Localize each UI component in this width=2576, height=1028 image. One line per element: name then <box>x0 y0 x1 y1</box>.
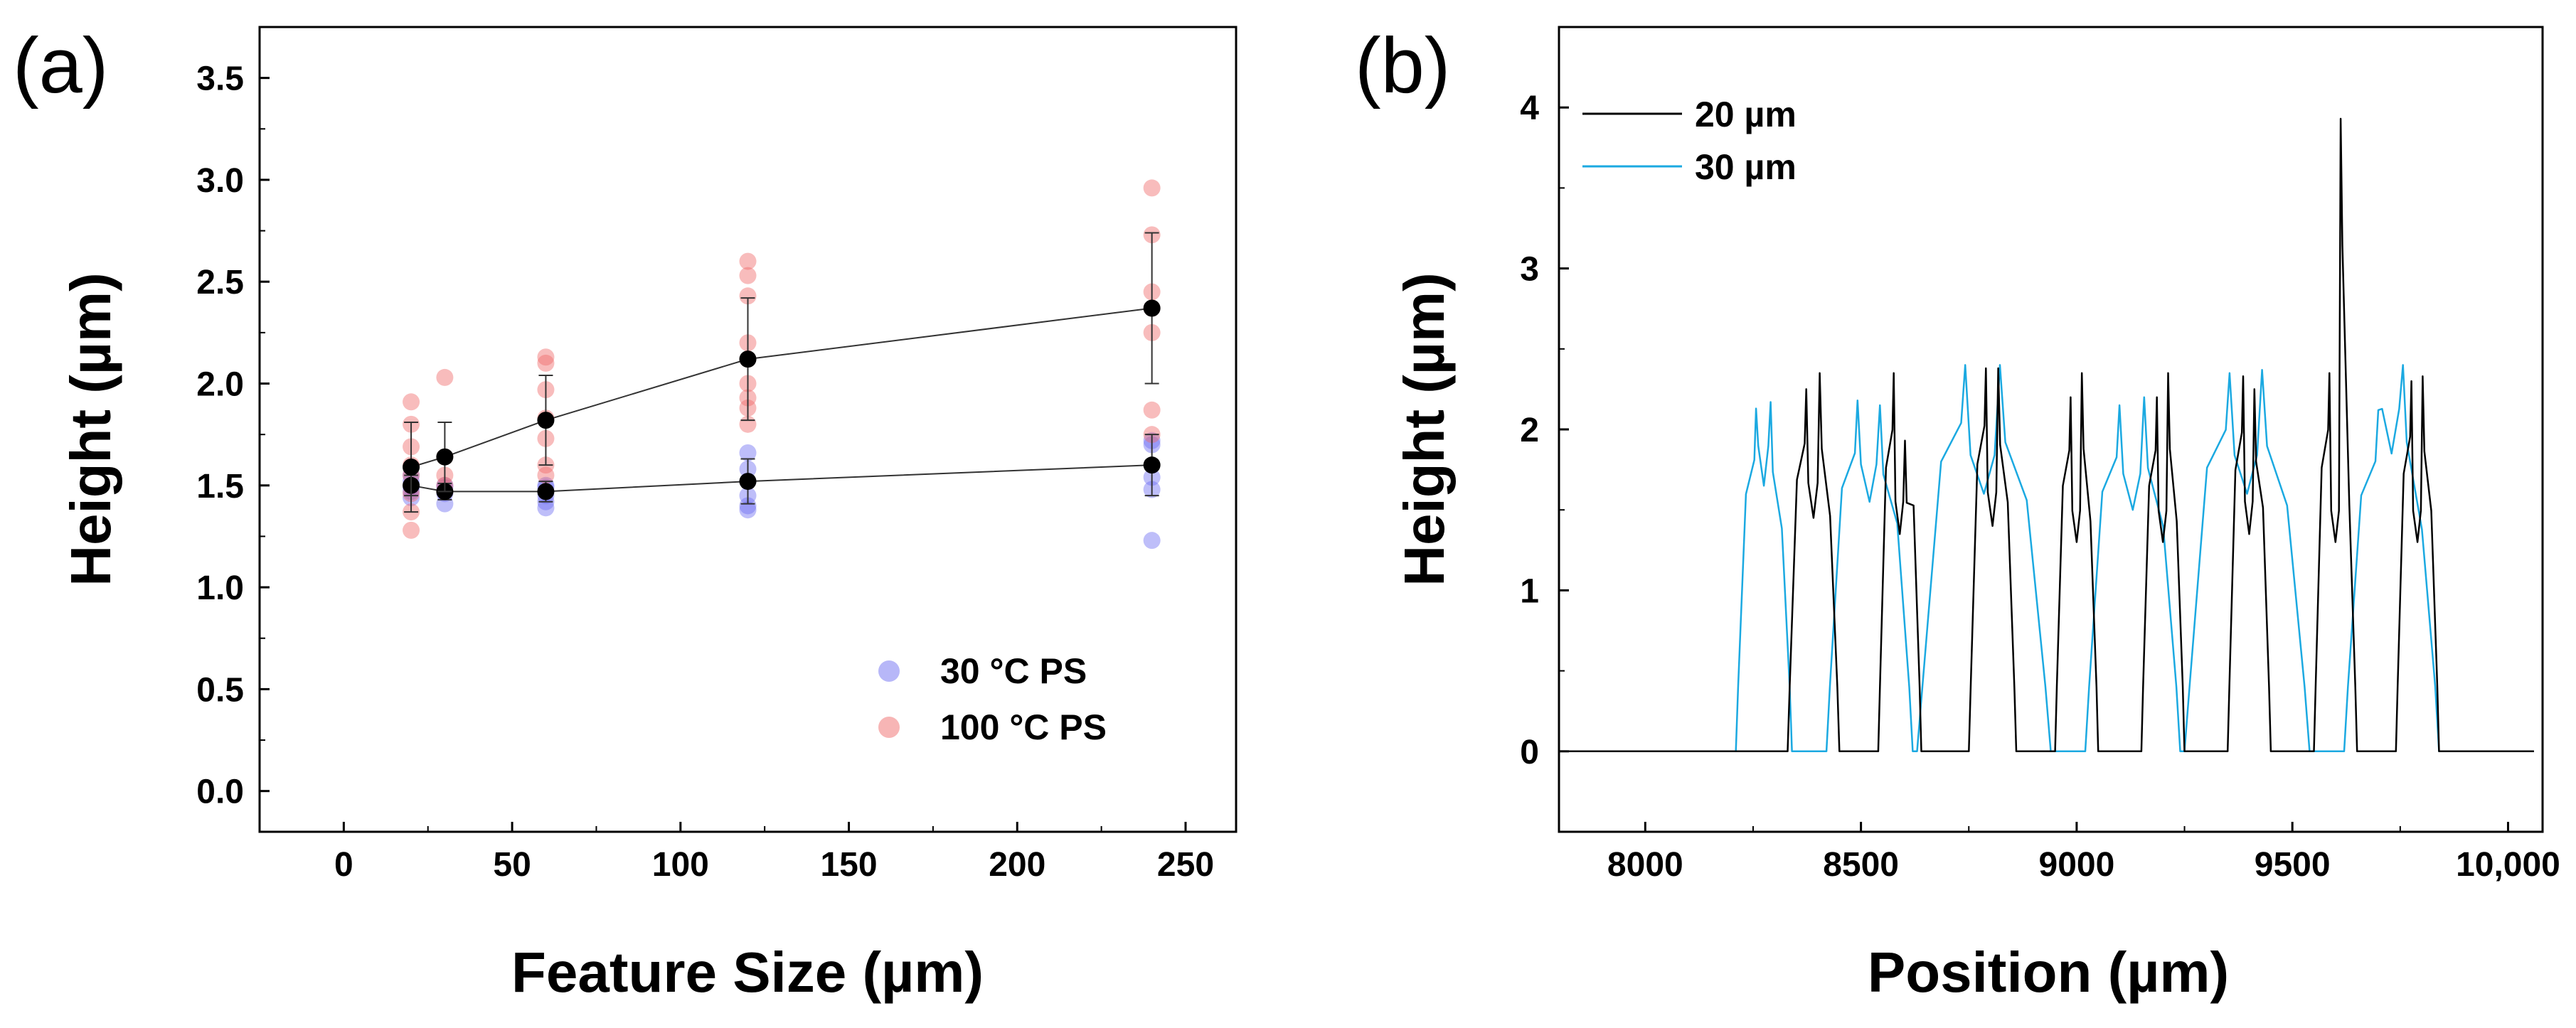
panel-b-legend: 20 µm 30 µm <box>1582 95 1797 187</box>
data-point <box>739 444 757 461</box>
data-point <box>1143 179 1161 197</box>
mean-point <box>403 459 420 476</box>
data-point <box>537 354 555 372</box>
legend-label-100c: 100 °C PS <box>940 707 1107 747</box>
mean-line <box>410 307 1152 468</box>
data-point <box>1143 532 1161 550</box>
legend-swatch-30c <box>878 660 900 682</box>
data-point <box>537 499 555 517</box>
y-tick-label: 0.5 <box>196 671 244 709</box>
data-point <box>739 287 757 305</box>
x-tick-label: 8000 <box>1607 846 1683 884</box>
x-tick-label: 10,000 <box>2456 846 2560 884</box>
data-point <box>537 466 555 484</box>
x-tick-label: 250 <box>1157 846 1214 884</box>
y-tick-label: 1 <box>1520 572 1539 610</box>
panel-b: (b) 8000 8500 9000 9500 10,000 0 1 2 3 4 Position… <box>1355 22 2560 1004</box>
y-tick-label: 3.0 <box>196 162 244 200</box>
x-tick-label: 50 <box>493 846 531 884</box>
legend-label-30um: 30 µm <box>1695 147 1797 187</box>
data-point <box>739 501 757 519</box>
panel-a-y-axis-title: Height (µm) <box>59 272 122 587</box>
y-tick-label: 2 <box>1520 412 1539 449</box>
panel-a-label: (a) <box>13 22 108 109</box>
x-tick-label: 8500 <box>1823 846 1899 884</box>
mean-point <box>537 483 555 500</box>
mean-point <box>739 350 757 368</box>
panel-b-y-axis-title: Height (µm) <box>1393 272 1456 587</box>
panel-b-lines <box>1568 117 2534 753</box>
data-point <box>739 267 757 284</box>
data-point <box>537 348 555 366</box>
data-point <box>739 497 757 515</box>
mean-point <box>1143 456 1161 474</box>
panel-b-x-axis-title: Position (µm) <box>1868 941 2229 1004</box>
x-tick-label: 9000 <box>2039 846 2115 884</box>
data-point <box>436 368 454 386</box>
legend-label-20um: 20 µm <box>1695 95 1797 134</box>
y-tick-label: 1.5 <box>196 468 244 505</box>
panel-a-ticks: 0 50 100 150 200 250 0.0 0.5 1.0 1.5 2.0 2.5 3.0 3.5 <box>196 60 1214 884</box>
x-tick-label: 0 <box>334 846 353 884</box>
x-tick-label: 150 <box>820 846 877 884</box>
panel-a: (a) 0 50 100 150 200 250 0.0 0.5 1.0 1.5 2.0 2.5 3.0… <box>13 22 1238 1004</box>
y-tick-label: 0.0 <box>196 773 244 811</box>
mean-point <box>739 473 757 491</box>
series-30um-line <box>1568 364 2534 753</box>
mean-line <box>410 464 1152 493</box>
legend-swatch-100c <box>878 717 900 738</box>
mean-point <box>537 412 555 429</box>
series-20um-line <box>1568 117 2534 753</box>
x-tick-label: 100 <box>652 846 709 884</box>
data-point <box>403 521 420 539</box>
panel-a-x-axis-title: Feature Size (µm) <box>511 941 984 1004</box>
panel-b-ticks: 8000 8500 9000 9500 10,000 0 1 2 3 4 <box>1520 26 2560 884</box>
y-tick-label: 2.5 <box>196 264 244 301</box>
y-tick-label: 1.0 <box>196 569 244 607</box>
panel-a-legend: 30 °C PS 100 °C PS <box>878 651 1107 747</box>
y-tick-label: 4 <box>1520 90 1539 127</box>
mean-point <box>1143 299 1161 317</box>
mean-point <box>436 448 454 466</box>
panel-a-means <box>403 232 1161 513</box>
panel-a-frame <box>258 26 1238 833</box>
y-tick-label: 3 <box>1520 251 1539 289</box>
x-tick-label: 9500 <box>2255 846 2331 884</box>
panel-a-mean-lines <box>410 307 1152 493</box>
data-point <box>1143 401 1161 419</box>
data-point <box>403 393 420 411</box>
y-tick-label: 2.0 <box>196 366 244 404</box>
panel-a-points <box>403 179 1161 550</box>
x-tick-label: 200 <box>989 846 1045 884</box>
legend-label-30c: 30 °C PS <box>940 651 1087 691</box>
y-tick-label: 0 <box>1520 734 1539 771</box>
y-tick-label: 3.5 <box>196 60 244 98</box>
data-point <box>739 252 757 270</box>
panel-b-label: (b) <box>1355 22 1450 109</box>
